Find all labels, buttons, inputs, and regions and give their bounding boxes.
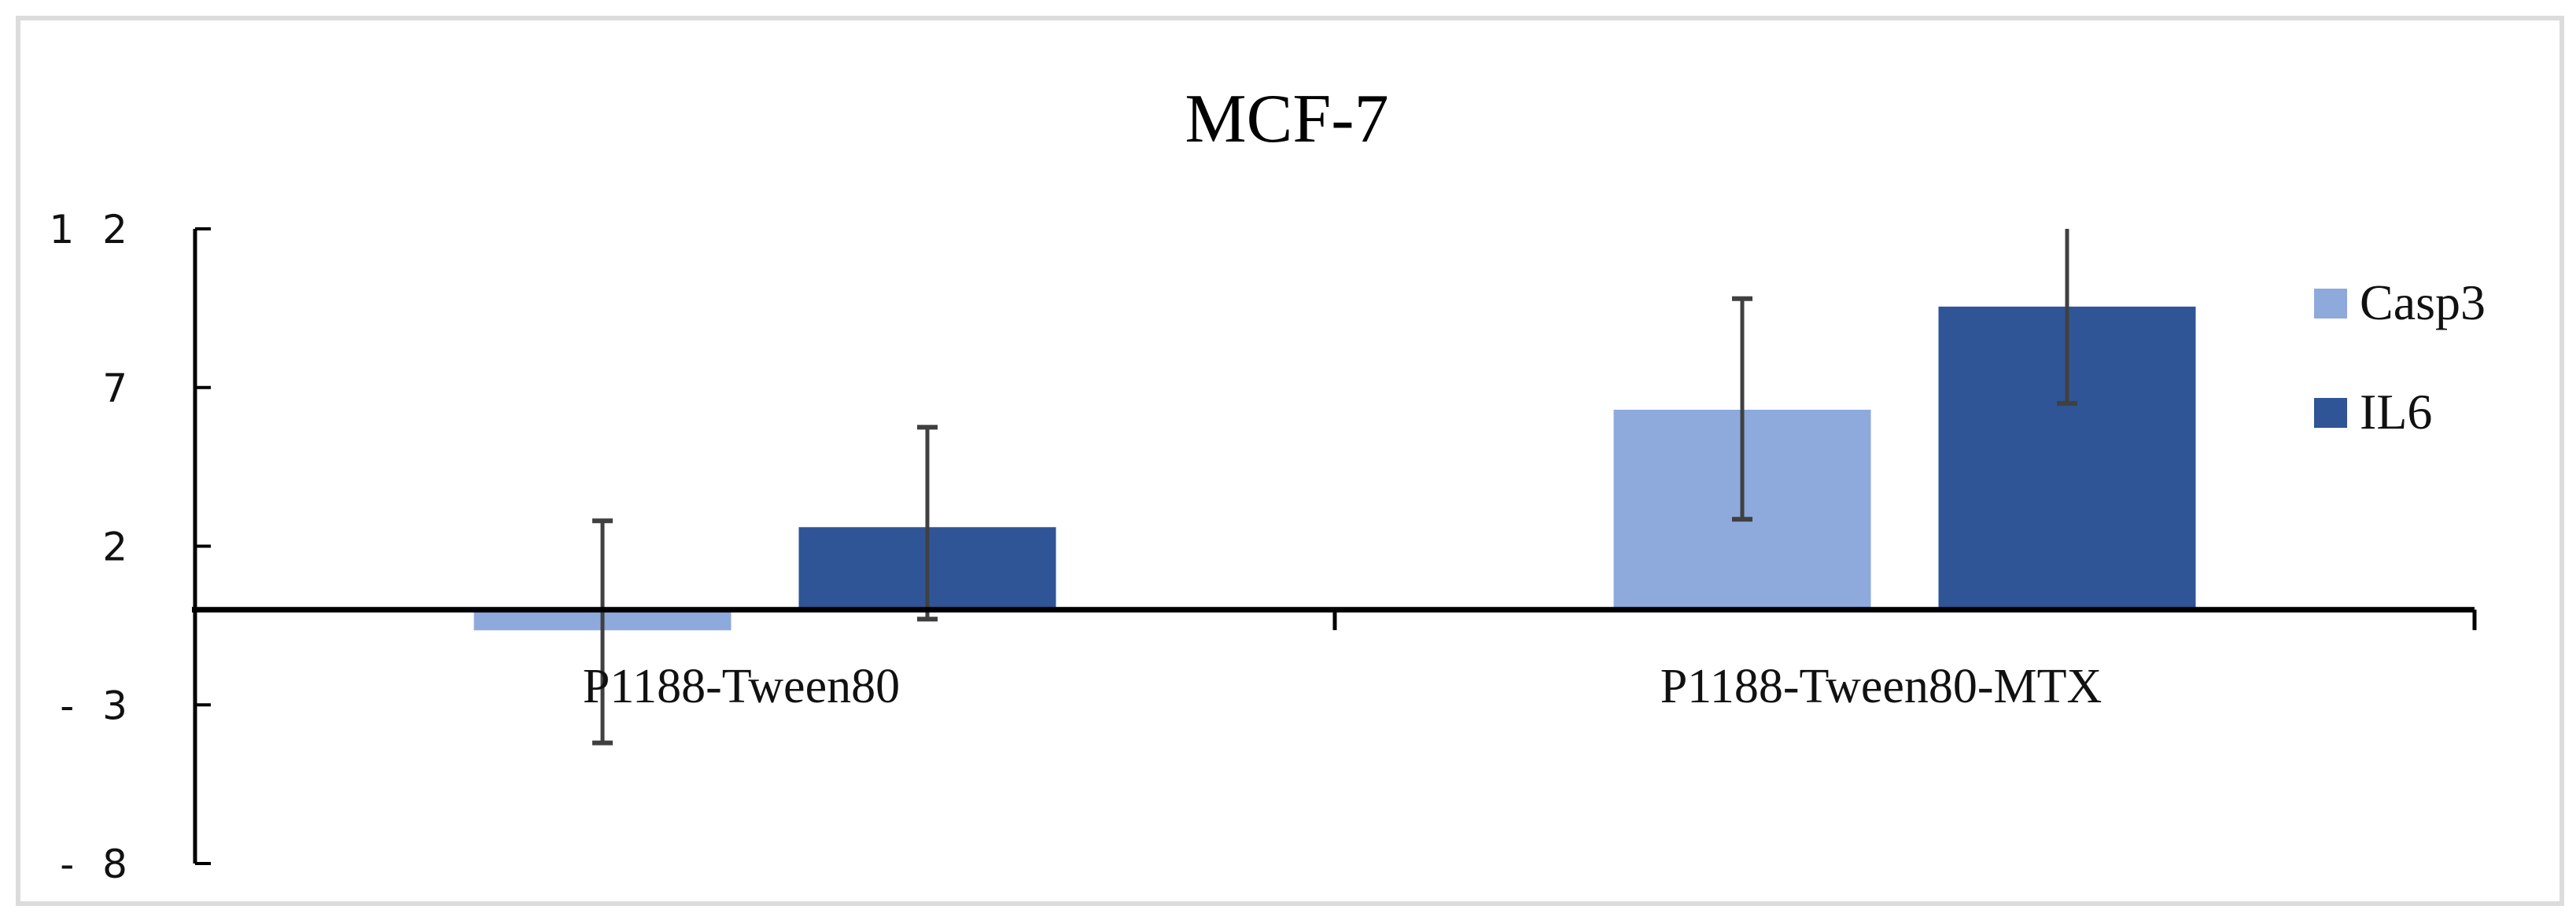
legend: Casp3 IL6 (2314, 274, 2486, 440)
y-tick-label-0: 1 2 (49, 207, 135, 252)
error-bar-il6-1 (2057, 229, 2077, 406)
y-tick-label-4: - 8 (60, 842, 135, 887)
x-axis: P1188-Tween80 P1188-Tween80-MTX (192, 606, 2477, 713)
x-category-label-0: P1188-Tween80 (583, 660, 900, 713)
y-axis: 1 2 7 2 - 3 - 8 (49, 207, 211, 887)
legend-swatch-casp3 (2314, 289, 2347, 319)
legend-label-il6: IL6 (2360, 384, 2432, 440)
error-bars-layer (592, 229, 2077, 746)
legend-swatch-il6 (2314, 398, 2347, 428)
chart-title: MCF-7 (1185, 81, 1388, 157)
bars-layer (474, 306, 2196, 631)
legend-label-casp3: Casp3 (2360, 274, 2486, 330)
error-bar-il6-0 (917, 425, 938, 622)
error-bar-casp3-0 (592, 518, 613, 746)
y-tick-label-3: - 3 (60, 683, 135, 728)
x-category-label-1: P1188-Tween80-MTX (1660, 660, 2102, 713)
y-tick-label-1: 7 (102, 366, 135, 411)
error-bar-casp3-1 (1732, 296, 1752, 522)
y-tick-label-2: 2 (102, 525, 135, 570)
